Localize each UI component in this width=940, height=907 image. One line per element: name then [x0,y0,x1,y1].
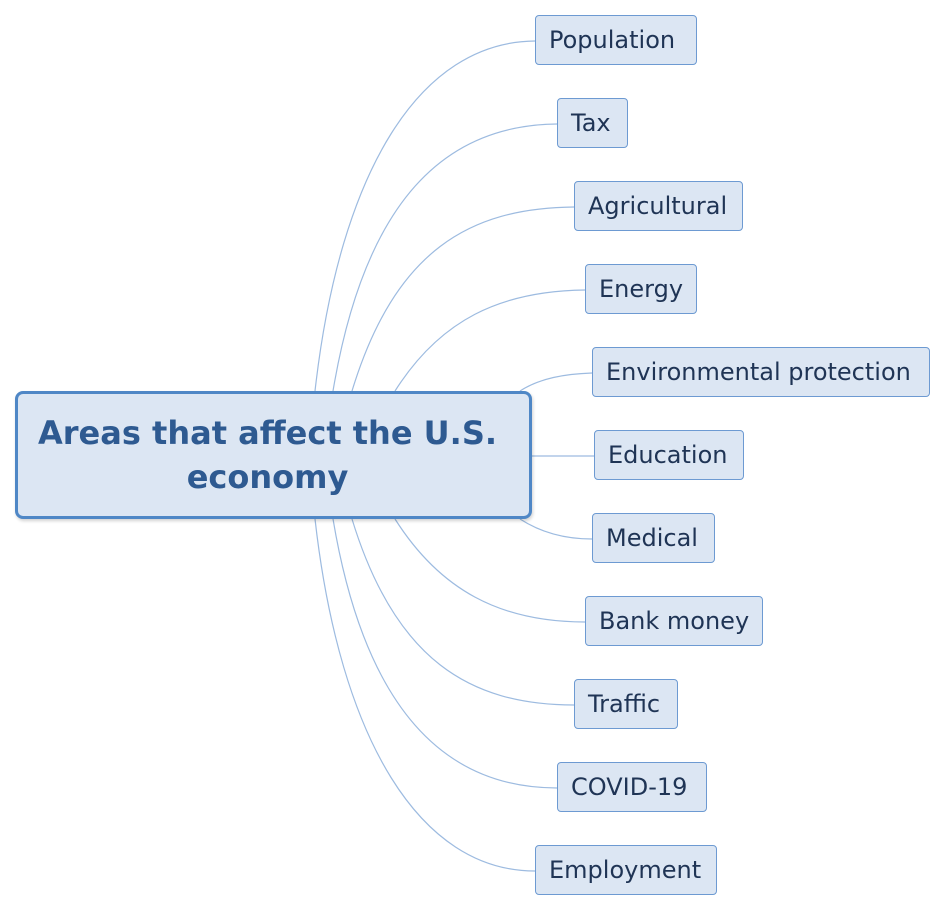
connector-line-8 [394,518,586,623]
branch-node-population[interactable]: Population [535,15,697,65]
branch-label: Medical [606,524,698,552]
connector-line-10 [332,518,558,789]
branch-node-traffic[interactable]: Traffic [574,679,678,729]
branch-label: Education [608,441,728,469]
connector-line-2 [332,123,558,392]
central-topic-label: Areas that affect the U.S. economy [37,414,498,496]
branch-node-environmental-protection[interactable]: Environmental protection [592,347,930,397]
connector-line-3 [351,206,575,392]
branch-label: Environmental protection [606,358,911,386]
branch-label: Employment [549,856,702,884]
branch-node-medical[interactable]: Medical [592,513,715,563]
connector-line-9 [351,518,575,706]
branch-node-employment[interactable]: Employment [535,845,717,895]
connector-line-7 [519,518,593,540]
branch-label: Tax [571,109,611,137]
branch-label: Energy [599,275,684,303]
branch-label: Agricultural [588,192,728,220]
branch-label: COVID-19 [571,773,688,801]
central-topic-node[interactable]: Areas that affect the U.S. economy [15,391,532,519]
connector-line-1 [314,40,536,392]
connector-line-5 [519,372,593,392]
branch-node-tax[interactable]: Tax [557,98,628,148]
connector-line-4 [394,289,586,392]
branch-node-bank-money[interactable]: Bank money [585,596,763,646]
branch-label: Population [549,26,676,54]
branch-node-agricultural[interactable]: Agricultural [574,181,743,231]
branch-label: Bank money [599,607,750,635]
branch-node-education[interactable]: Education [594,430,744,480]
branch-node-covid-19[interactable]: COVID-19 [557,762,707,812]
branch-node-energy[interactable]: Energy [585,264,697,314]
branch-label: Traffic [588,690,661,718]
connector-line-11 [314,518,536,872]
